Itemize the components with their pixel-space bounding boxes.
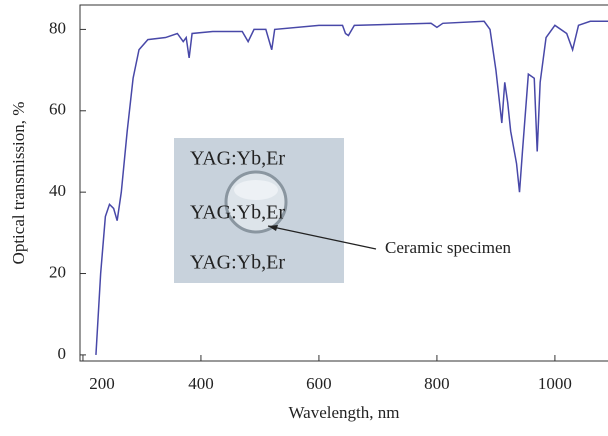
annotation: Ceramic specimen <box>385 238 512 257</box>
x-tick-label: 800 <box>424 374 450 393</box>
annotation-arrow <box>267 225 377 250</box>
inset-label: YAG:Yb,Er <box>190 252 285 274</box>
inset-photo <box>174 138 344 283</box>
x-tick-label: 600 <box>306 374 332 393</box>
specimen-highlight <box>234 180 278 200</box>
transmission-line <box>95 20 608 355</box>
arrow-head <box>268 225 278 231</box>
inset-label: YAG:Yb,Er <box>190 202 285 224</box>
y-tick-label: 20 <box>49 262 66 281</box>
y-tick-label: 80 <box>49 18 66 37</box>
y-axis-label: Optical transmission, % <box>9 102 28 265</box>
x-tick-label: 1000 <box>538 374 572 393</box>
y-tick-label: 0 <box>58 344 67 363</box>
plot-frame <box>79 4 608 362</box>
inset-label: YAG:Yb,Er <box>190 148 285 170</box>
y-tick-label: 60 <box>49 100 66 119</box>
x-tick-label: 200 <box>89 374 115 393</box>
y-tick-label: 40 <box>49 181 66 200</box>
x-tick-label: 400 <box>188 374 214 393</box>
x-axis-label: Wavelength, nm <box>289 403 400 422</box>
